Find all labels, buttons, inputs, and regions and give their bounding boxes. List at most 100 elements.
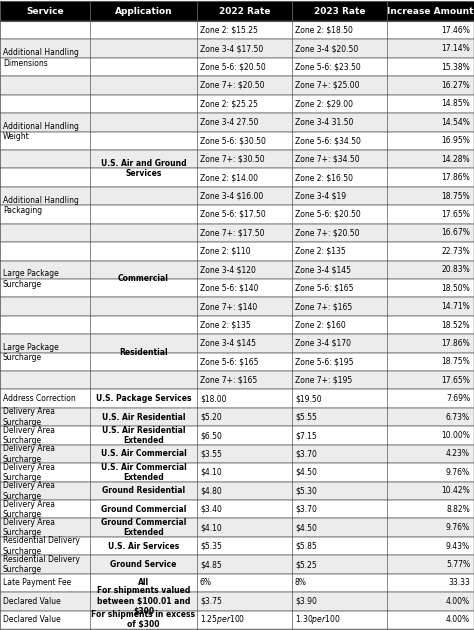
Text: Zone 2: $25.25: Zone 2: $25.25 [200,100,258,108]
Text: $6.50: $6.50 [200,431,222,440]
Bar [0,481,474,500]
Text: 14.28%: 14.28% [441,155,470,164]
Text: 17.86%: 17.86% [441,339,470,348]
Text: Zone 2: $135: Zone 2: $135 [200,321,251,329]
Text: 18.50%: 18.50% [441,284,470,293]
Text: Zone 2: $160: Zone 2: $160 [295,321,346,329]
Bar [0,21,474,40]
Text: Residential: Residential [119,348,168,357]
Bar [0,40,474,58]
Text: Ground Commercial: Ground Commercial [101,505,186,513]
Text: Zone 7+: $17.50: Zone 7+: $17.50 [200,229,264,238]
Bar [0,1,90,21]
Text: 16.67%: 16.67% [441,229,470,238]
Text: 33.33: 33.33 [448,578,470,587]
Text: Zone 7+: $195: Zone 7+: $195 [295,375,352,385]
Bar [0,297,474,316]
Bar [0,76,474,94]
Bar [0,408,474,427]
Text: U.S. Air and Ground
Services: U.S. Air and Ground Services [100,159,186,178]
Text: 17.65%: 17.65% [441,375,470,385]
Text: Delivery Area
Surcharge: Delivery Area Surcharge [3,408,55,427]
Bar [90,1,197,21]
Bar [0,574,474,592]
Text: $3.40: $3.40 [200,505,222,513]
Text: Zone 2: $110: Zone 2: $110 [200,247,251,256]
Text: 10.42%: 10.42% [441,486,470,495]
Bar [0,150,474,168]
Bar [0,500,474,518]
Text: $1.30 per $100: $1.30 per $100 [295,613,341,626]
Text: 4.00%: 4.00% [446,616,470,624]
Text: 16.27%: 16.27% [441,81,470,90]
Text: Zone 7+: $165: Zone 7+: $165 [295,302,352,311]
Text: 2023 Rate: 2023 Rate [314,6,365,16]
Text: Zone 2: $18.50: Zone 2: $18.50 [295,26,353,35]
Text: U.S. Package Services: U.S. Package Services [96,394,191,403]
Text: $5.85: $5.85 [295,542,317,551]
Bar [0,261,474,279]
Text: Declared Value: Declared Value [3,616,61,624]
Text: 17.65%: 17.65% [441,210,470,219]
Text: Zone 7+: $140: Zone 7+: $140 [200,302,257,311]
Text: Zone 3-4 $17.50: Zone 3-4 $17.50 [200,44,263,53]
Text: Zone 7+: $30.50: Zone 7+: $30.50 [200,155,264,164]
Bar [0,279,474,297]
Text: $4.50: $4.50 [295,468,317,477]
Text: $5.25: $5.25 [295,560,317,569]
Text: U.S. Air Commercial
Extended: U.S. Air Commercial Extended [100,462,186,482]
Text: Zone 3-4 31.50: Zone 3-4 31.50 [295,118,354,127]
Text: Service: Service [26,6,64,16]
Text: Address Correction: Address Correction [3,394,76,403]
Text: Zone 3-4 $120: Zone 3-4 $120 [200,265,256,274]
Text: For shipments in excess
of $300: For shipments in excess of $300 [91,610,195,629]
Text: Delivery Area
Surcharge: Delivery Area Surcharge [3,426,55,445]
Bar [0,205,474,224]
Text: 7.69%: 7.69% [446,394,470,403]
Text: $4.50: $4.50 [295,523,317,532]
Text: 9.76%: 9.76% [446,523,470,532]
Bar [0,187,474,205]
Text: Zone 2: $29.00: Zone 2: $29.00 [295,100,353,108]
Bar [197,1,292,21]
Text: Residential Delivery
Surcharge: Residential Delivery Surcharge [3,555,80,574]
Text: 18.75%: 18.75% [441,357,470,367]
Text: Zone 2: $135: Zone 2: $135 [295,247,346,256]
Text: 8.82%: 8.82% [446,505,470,513]
Text: $3.70: $3.70 [295,505,317,513]
Text: 9.76%: 9.76% [446,468,470,477]
Bar [0,353,474,371]
Text: Zone 3-4 $145: Zone 3-4 $145 [295,265,351,274]
Text: 16.95%: 16.95% [441,136,470,146]
Text: Zone 3-4 $170: Zone 3-4 $170 [295,339,351,348]
Text: $3.70: $3.70 [295,449,317,459]
Text: 8%: 8% [295,578,307,587]
Text: 15.38%: 15.38% [441,62,470,72]
Text: Zone 3-4 $19: Zone 3-4 $19 [295,192,346,200]
Text: Zone 5-6: $20.50: Zone 5-6: $20.50 [200,62,266,72]
Bar [0,168,474,187]
Text: Zone 7+: $34.50: Zone 7+: $34.50 [295,155,360,164]
Text: Commercial: Commercial [118,275,169,284]
Bar [0,537,474,555]
Bar [0,224,474,242]
Text: 22.73%: 22.73% [441,247,470,256]
Text: Zone 5-6: $165: Zone 5-6: $165 [200,357,258,367]
Bar [0,445,474,463]
Text: 17.14%: 17.14% [441,44,470,53]
Text: 9.43%: 9.43% [446,542,470,551]
Bar [0,427,474,445]
Text: All: All [138,578,149,587]
Text: Zone 5-6: $23.50: Zone 5-6: $23.50 [295,62,361,72]
Text: Zone 2: $16.50: Zone 2: $16.50 [295,173,353,182]
Text: Additional Handling
Packaging: Additional Handling Packaging [3,195,79,215]
Text: Zone 2: $14.00: Zone 2: $14.00 [200,173,258,182]
Text: Residential Delivery
Surcharge: Residential Delivery Surcharge [3,536,80,556]
Bar [0,592,474,610]
Text: Delivery Area
Surcharge: Delivery Area Surcharge [3,444,55,464]
Text: $1.25 per $100: $1.25 per $100 [200,613,246,626]
Text: Zone 7+: $20.50: Zone 7+: $20.50 [295,229,359,238]
Text: Zone 5-6: $17.50: Zone 5-6: $17.50 [200,210,266,219]
Text: $4.10: $4.10 [200,468,222,477]
Text: Additional Handling
Weight: Additional Handling Weight [3,122,79,141]
